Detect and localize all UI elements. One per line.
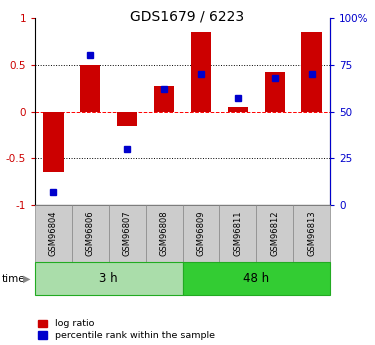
Bar [191,32,211,111]
Text: GSM96812: GSM96812 [270,211,279,256]
Text: 3 h: 3 h [99,272,118,285]
Text: GDS1679 / 6223: GDS1679 / 6223 [130,10,244,24]
Text: GSM96806: GSM96806 [86,211,95,256]
Bar [154,86,174,111]
Text: GSM96807: GSM96807 [123,211,132,256]
Text: GSM96804: GSM96804 [49,211,58,256]
Bar [43,111,64,172]
Text: GSM96808: GSM96808 [160,211,169,256]
Bar [117,111,137,126]
Bar [228,107,248,111]
Text: ▶: ▶ [23,274,31,284]
Text: GSM96813: GSM96813 [307,211,316,256]
Text: GSM96811: GSM96811 [233,211,242,256]
Text: time: time [2,274,26,284]
Text: GSM96809: GSM96809 [196,211,206,256]
Bar [302,32,322,111]
Bar [80,65,100,111]
Bar [264,72,285,111]
Legend: log ratio, percentile rank within the sample: log ratio, percentile rank within the sa… [39,319,214,340]
Text: 48 h: 48 h [243,272,269,285]
